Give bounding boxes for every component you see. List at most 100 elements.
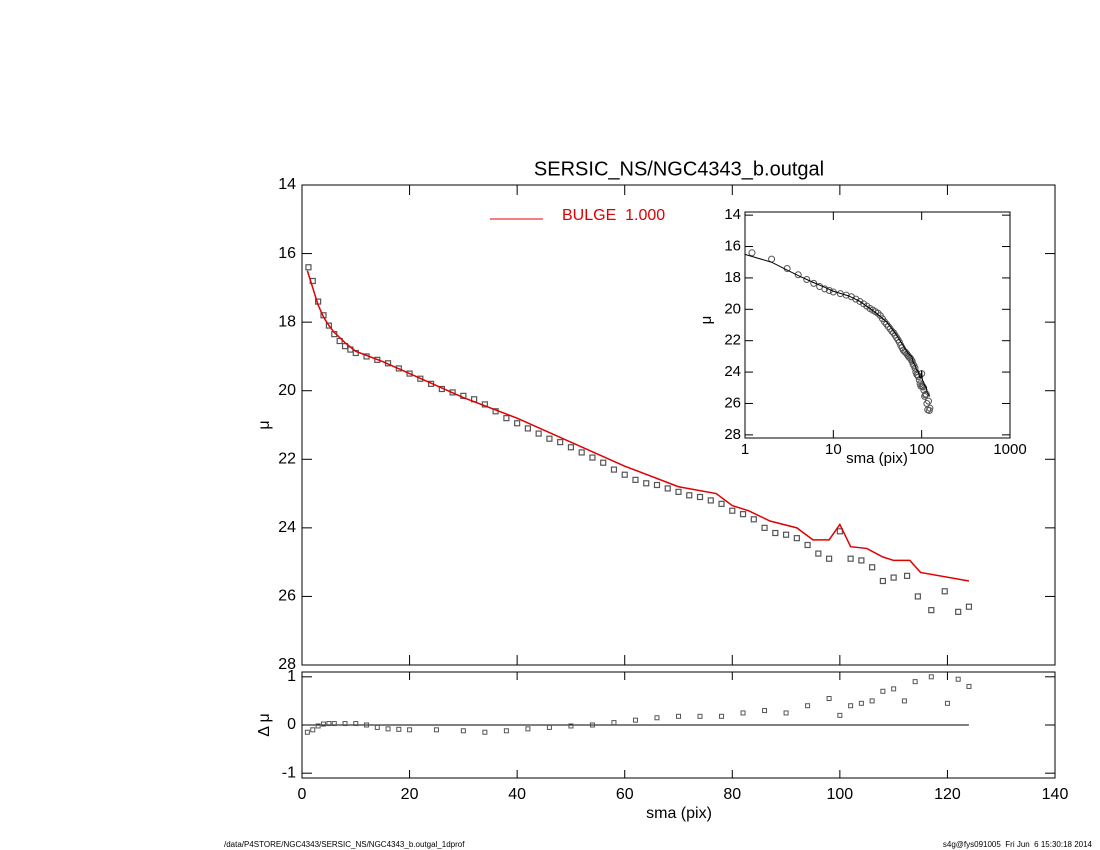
y-tick-label: 18 [278, 313, 296, 330]
residual-point [546, 724, 552, 730]
data-point [503, 415, 510, 422]
y-tick-label: 20 [278, 382, 296, 399]
residual-point [525, 726, 531, 732]
legend-label: BULGE 1.000 [562, 207, 665, 224]
residual-point [740, 710, 746, 716]
data-point [567, 444, 575, 451]
inset-y-tick-label: 20 [724, 300, 741, 317]
residual-point [762, 708, 768, 714]
data-point [729, 507, 736, 514]
inset-data-point [748, 249, 756, 257]
data-point [941, 588, 948, 595]
residual-point [568, 723, 574, 729]
inset-frame [744, 211, 1011, 439]
y-tick-label: 24 [278, 519, 296, 536]
y-tick-label: 28 [278, 656, 296, 673]
inset-y-tick-label: 16 [724, 237, 741, 254]
x-tick-label: 120 [934, 786, 961, 803]
data-point [600, 459, 607, 466]
data-point [869, 564, 876, 571]
residual-point [805, 703, 811, 709]
y-tick-label: 14 [278, 176, 296, 193]
residual-point [848, 703, 854, 709]
x-tick-label: 20 [401, 786, 419, 803]
data-point [825, 555, 833, 562]
residual-point [966, 683, 972, 689]
data-point [847, 555, 854, 562]
inset-data-point [852, 295, 860, 303]
data-point [890, 574, 897, 581]
inset-data-point [874, 309, 882, 317]
residual-point [374, 724, 380, 730]
inset-x-tick-label: 1 [741, 441, 749, 458]
residual-point [955, 676, 961, 682]
residual-point [858, 700, 864, 706]
residual-point [407, 727, 413, 733]
residual-point [632, 717, 638, 723]
data-point [557, 439, 564, 446]
data-point [653, 481, 661, 489]
inset-data-point [922, 390, 930, 398]
residual-point [589, 722, 595, 728]
x-tick-label: 0 [298, 786, 307, 803]
inset-data-point [803, 275, 811, 283]
residual-point [353, 721, 359, 727]
residual-point [385, 726, 391, 732]
data-point [514, 420, 521, 427]
residual-point [912, 679, 918, 685]
inset-model-line [744, 253, 931, 397]
residual-y-tick-label: -1 [282, 764, 296, 781]
residual-point [315, 723, 321, 729]
y-tick-label: 22 [278, 451, 296, 468]
residual-point [310, 727, 316, 733]
residual-point [321, 721, 327, 727]
data-point [955, 608, 962, 615]
data-point [965, 603, 973, 610]
inset-y-tick-label: 28 [724, 426, 741, 443]
inset-y-tick-label: 22 [724, 332, 741, 349]
data-point [739, 511, 747, 518]
x-axis-label: sma (pix) [646, 805, 712, 822]
residual-point [719, 713, 725, 719]
data-point [305, 264, 312, 271]
data-point [632, 476, 639, 483]
data-point [535, 430, 542, 437]
footer-right: s4g@fys091005 Fri Jun 6 15:30:18 2014 [943, 840, 1093, 849]
y-tick-label: 16 [278, 245, 296, 262]
data-point [718, 500, 725, 507]
data-point [761, 524, 768, 531]
residual-point [654, 715, 660, 721]
inset-x-tick-label: 10 [825, 441, 842, 458]
model-line [306, 270, 970, 582]
data-point [879, 577, 886, 585]
x-tick-label: 100 [827, 786, 854, 803]
residual-point [482, 729, 488, 735]
inset-x-label: sma (pix) [846, 450, 908, 467]
data-point [804, 541, 811, 549]
inset-data-point [856, 297, 864, 305]
residual-y-tick-label: 1 [287, 668, 296, 685]
x-tick-label: 60 [616, 786, 634, 803]
data-point [782, 531, 790, 538]
data-point [686, 492, 693, 499]
residual-point [837, 712, 843, 718]
data-point [578, 449, 585, 456]
residual-point [611, 720, 617, 726]
x-tick-label: 80 [723, 786, 741, 803]
inset-y-label: μ [698, 316, 715, 325]
inset-data-point [881, 318, 889, 326]
data-point [325, 322, 332, 329]
data-point [524, 425, 532, 432]
data-point [643, 480, 650, 487]
data-point [610, 466, 618, 473]
data-point [750, 516, 757, 523]
residual-point [783, 710, 789, 716]
data-point [621, 471, 628, 478]
inset-y-tick-label: 18 [724, 269, 741, 286]
data-point [696, 493, 704, 501]
residual-point [880, 688, 886, 694]
residual-point [460, 728, 466, 734]
residual-point [944, 700, 950, 706]
residual-point [331, 721, 337, 727]
